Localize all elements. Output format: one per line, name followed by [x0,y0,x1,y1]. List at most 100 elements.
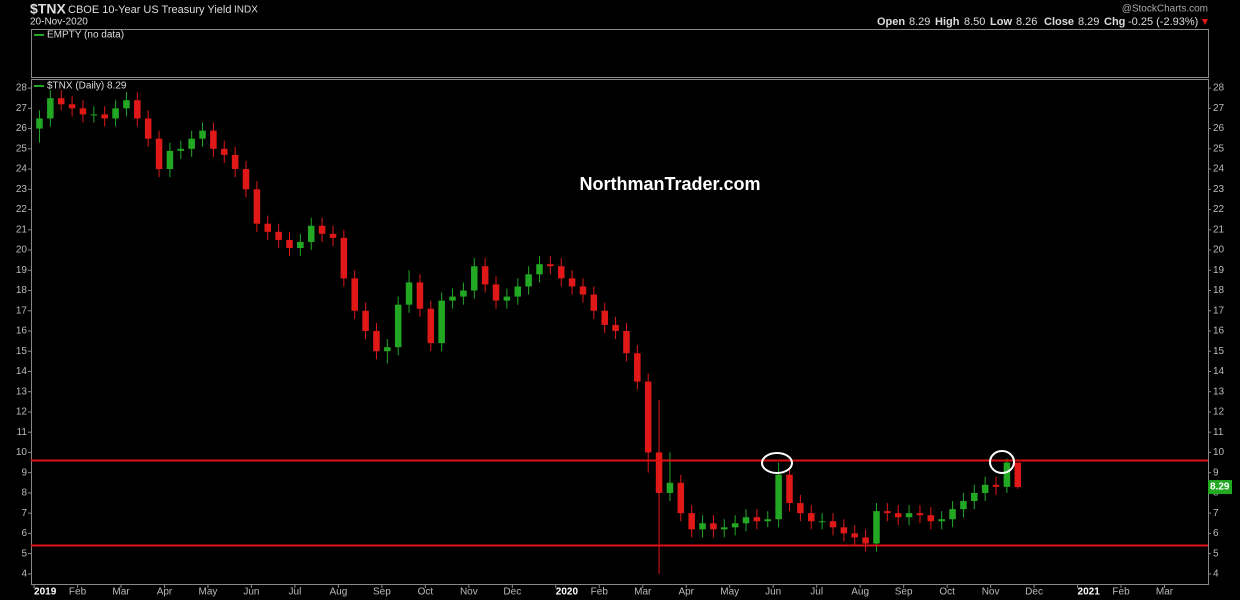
y-tick-label: 11 [17,427,28,438]
y-tick-label: 23 [16,184,28,195]
y-tick-label: 6 [21,528,27,539]
candle-body [612,324,619,331]
quote-label: Close [1044,16,1074,28]
candle-body [525,274,532,287]
candle-body [318,225,326,234]
candle-body [655,452,663,493]
candle-body [514,286,522,297]
x-tick-label: 2020 [556,587,579,598]
candle-body [623,330,630,354]
y-tick-label: 12 [1213,407,1225,418]
y-tick-label: 5 [1213,548,1219,559]
y-tick-label: 25 [1213,143,1225,154]
y-tick-label: 10 [1213,447,1225,458]
x-tick-label: 2021 [1078,587,1101,598]
x-tick-label: Mar [1156,587,1174,598]
candle-body [666,482,674,493]
candle-body [677,482,685,514]
quote-label: Chg [1104,16,1125,28]
candle-body [123,100,130,109]
y-tick-label: 4 [21,569,27,580]
x-tick-label: Dec [503,587,521,598]
x-tick-label: Nov [460,587,478,598]
x-tick-label: Jul [289,587,302,598]
candle-body [938,519,945,522]
instrument-name: CBOE 10-Year US Treasury Yield [68,4,231,16]
candle-body [894,513,902,518]
y-tick-label: 28 [1213,83,1225,94]
candle-body [579,286,587,295]
candle-body [460,290,467,297]
candle-body [340,237,348,279]
candle-body [797,503,804,514]
candle-body [764,519,772,522]
candle-body [481,266,489,285]
quote-label: Low [990,16,1012,28]
candle-body [971,492,978,502]
y-tick-label: 21 [16,224,28,235]
candle-body [688,513,695,530]
x-tick-label: Mar [112,587,130,598]
candle-body [590,294,598,311]
price-tag [1208,480,1232,495]
candle-body [753,517,761,522]
candle-body [981,484,989,493]
candle-body [155,138,163,170]
y-tick-label: 14 [1213,366,1225,377]
y-tick-label: 17 [16,305,28,316]
candle-body [884,511,891,514]
candle-body [405,282,413,305]
y-tick-label: 15 [1213,346,1225,357]
plot: 4455667788991010111112121313141415151616… [16,83,1232,598]
candle-body [134,100,141,119]
candle-body [307,225,315,242]
candle-body [536,264,543,275]
y-tick-label: 28 [16,83,28,94]
candle-body [199,130,206,139]
candle-body [112,108,119,119]
candle-body [242,169,250,190]
y-tick-label: 19 [1213,265,1225,276]
candle-body [286,239,293,248]
y-tick-label: 7 [21,508,27,519]
candle-body [221,148,228,155]
date: 20-Nov-2020 [30,17,88,28]
candle-body [568,278,576,287]
y-tick-label: 18 [1213,285,1225,296]
candle-body [873,511,880,544]
x-tick-label: Feb [69,587,87,598]
candle-body [210,130,217,149]
upper-panel [31,29,1209,78]
candle-body [427,308,435,344]
candle-body [775,474,782,520]
quote-value: 8.29 [909,16,930,28]
y-tick-label: 26 [16,123,28,134]
x-tick-label: Oct [418,587,434,598]
annotation-circle [989,450,1015,474]
candle-body [384,347,391,352]
price-panel [31,79,1209,585]
candle-body [68,104,76,109]
quote-value: 8.29 [1078,16,1099,28]
candle-body [949,509,956,520]
candle-body [721,527,728,530]
x-tick-label: Aug [330,587,348,598]
y-tick-label: 21 [1213,224,1225,235]
candle-body [177,148,185,151]
y-tick-label: 19 [16,265,28,276]
x-tick-label: Oct [939,587,955,598]
candle-body [253,189,261,224]
candle-body [188,138,195,149]
quote-value: 8.50 [964,16,985,28]
x-tick-label: Apr [157,587,173,598]
candle-body [807,513,815,522]
y-tick-label: 26 [1213,123,1225,134]
down-arrow [1202,19,1208,25]
y-tick-label: 4 [1213,569,1219,580]
candle-body [699,523,706,530]
candle-body [960,501,967,510]
y-tick-label: 17 [1213,305,1225,316]
